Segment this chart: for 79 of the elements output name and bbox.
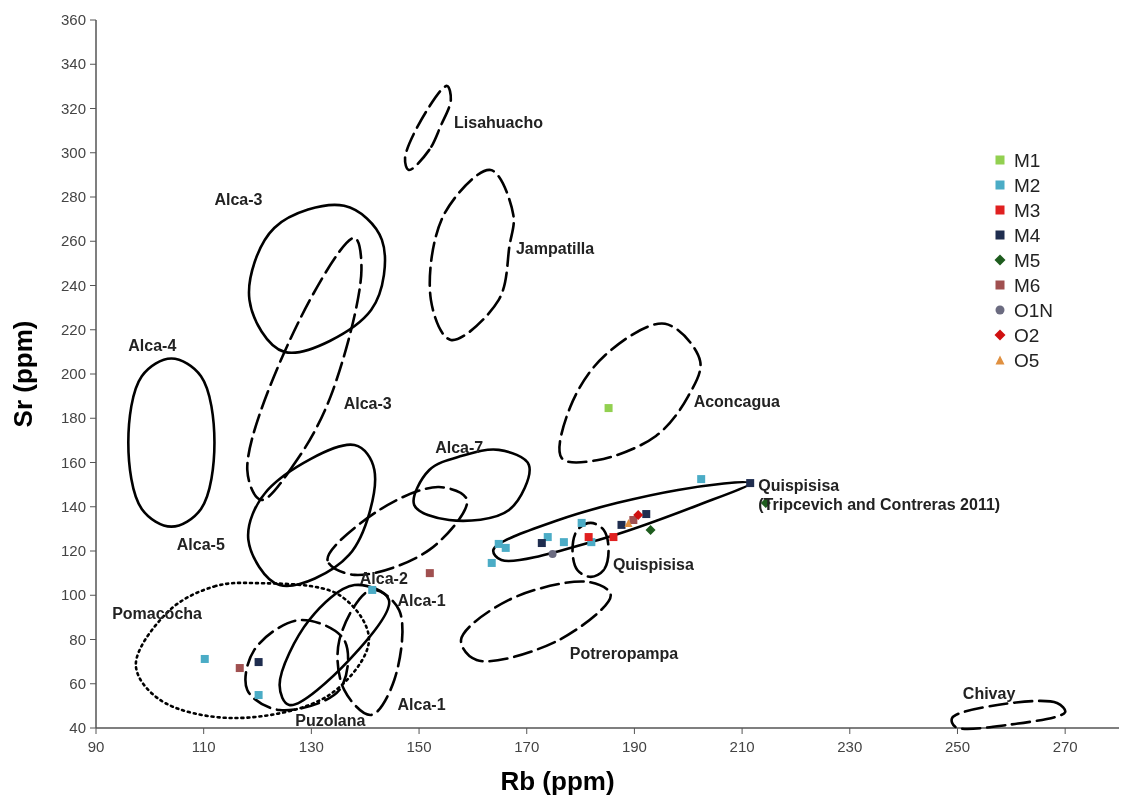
x-tick-label: 250 — [944, 738, 970, 755]
annotation: Alca-2 — [359, 569, 408, 587]
y-tick-label: 360 — [60, 11, 86, 28]
annotation: Alca-3 — [343, 394, 392, 412]
x-tick-label: 150 — [406, 738, 432, 755]
point — [487, 558, 496, 567]
legend-label: O5 — [1014, 350, 1040, 371]
annotation: Quispisisa (Tripcevich and Contreras 2011) — [758, 476, 1001, 513]
y-tick-label: 200 — [60, 365, 86, 382]
y-tick-label: 340 — [60, 55, 86, 73]
point — [543, 533, 552, 542]
annotation: Potreropampa — [569, 644, 679, 662]
annotation: Alca-5 — [176, 536, 225, 554]
annotation: Alca-3 — [214, 191, 263, 209]
point — [548, 550, 557, 559]
x-tick-label: 210 — [729, 738, 755, 755]
y-axis-title: Sr (ppm) — [8, 320, 38, 428]
point — [642, 510, 651, 519]
y-tick-label: 320 — [60, 99, 86, 117]
legend-label: M3 — [1014, 200, 1041, 221]
annotation: Alca-1 — [397, 591, 446, 609]
point — [200, 654, 209, 663]
legend-label: M4 — [1014, 225, 1041, 246]
point — [604, 404, 613, 413]
annotation: Puzolana — [295, 712, 366, 730]
annotation: Chivay — [962, 684, 1016, 702]
x-tick-label: 190 — [621, 738, 647, 755]
point — [559, 538, 568, 547]
point — [501, 543, 510, 552]
legend-label: M6 — [1014, 275, 1041, 296]
legend-label: M5 — [1014, 250, 1041, 271]
point — [617, 520, 626, 529]
x-tick-label: 230 — [837, 738, 863, 755]
y-tick-label: 180 — [60, 409, 86, 427]
annotation: Alca-7 — [435, 439, 484, 457]
point — [697, 475, 706, 484]
point — [494, 539, 503, 548]
y-tick-label: 300 — [60, 143, 86, 161]
point — [746, 479, 755, 488]
point — [537, 539, 546, 548]
x-tick-label: 270 — [1052, 738, 1078, 755]
y-tick-label: 120 — [60, 542, 86, 559]
x-tick-label: 170 — [514, 738, 540, 755]
x-tick-label: 110 — [191, 738, 216, 755]
x-tick-label: 130 — [298, 738, 324, 755]
annotation: Aconcagua — [693, 392, 780, 410]
annotation: Lisahuacho — [454, 113, 544, 131]
y-tick-label: 160 — [60, 453, 86, 471]
y-tick-label: 280 — [60, 188, 86, 205]
y-tick-label: 240 — [60, 276, 86, 294]
legend-label: M1 — [1014, 150, 1041, 171]
point — [254, 691, 263, 700]
point — [633, 509, 644, 520]
annotation: Pomacocha — [112, 604, 203, 622]
point — [368, 585, 377, 594]
point — [584, 533, 593, 542]
annotation: Alca-1 — [397, 695, 446, 713]
point — [609, 533, 618, 542]
y-tick-label: 80 — [69, 630, 86, 648]
y-tick-label: 60 — [69, 674, 86, 692]
point — [577, 518, 586, 527]
annotation: Quispisisa — [612, 556, 694, 574]
x-tick-label: 90 — [87, 738, 105, 755]
point — [254, 658, 263, 667]
y-tick-label: 100 — [60, 586, 86, 604]
y-tick-label: 220 — [60, 320, 86, 338]
legend-label: O2 — [1014, 325, 1040, 346]
point — [624, 518, 633, 527]
point — [645, 524, 656, 535]
x-axis-title: Rb (ppm) — [500, 766, 615, 796]
y-tick-label: 260 — [60, 232, 86, 250]
legend-label: O1N — [1014, 300, 1054, 321]
point — [235, 664, 244, 673]
point — [425, 569, 434, 578]
legend-label: M2 — [1014, 175, 1041, 196]
annotation: Jampatilla — [515, 239, 595, 257]
y-tick-label: 40 — [69, 719, 86, 736]
annotation: Alca-4 — [128, 337, 177, 355]
y-tick-label: 140 — [60, 497, 86, 515]
